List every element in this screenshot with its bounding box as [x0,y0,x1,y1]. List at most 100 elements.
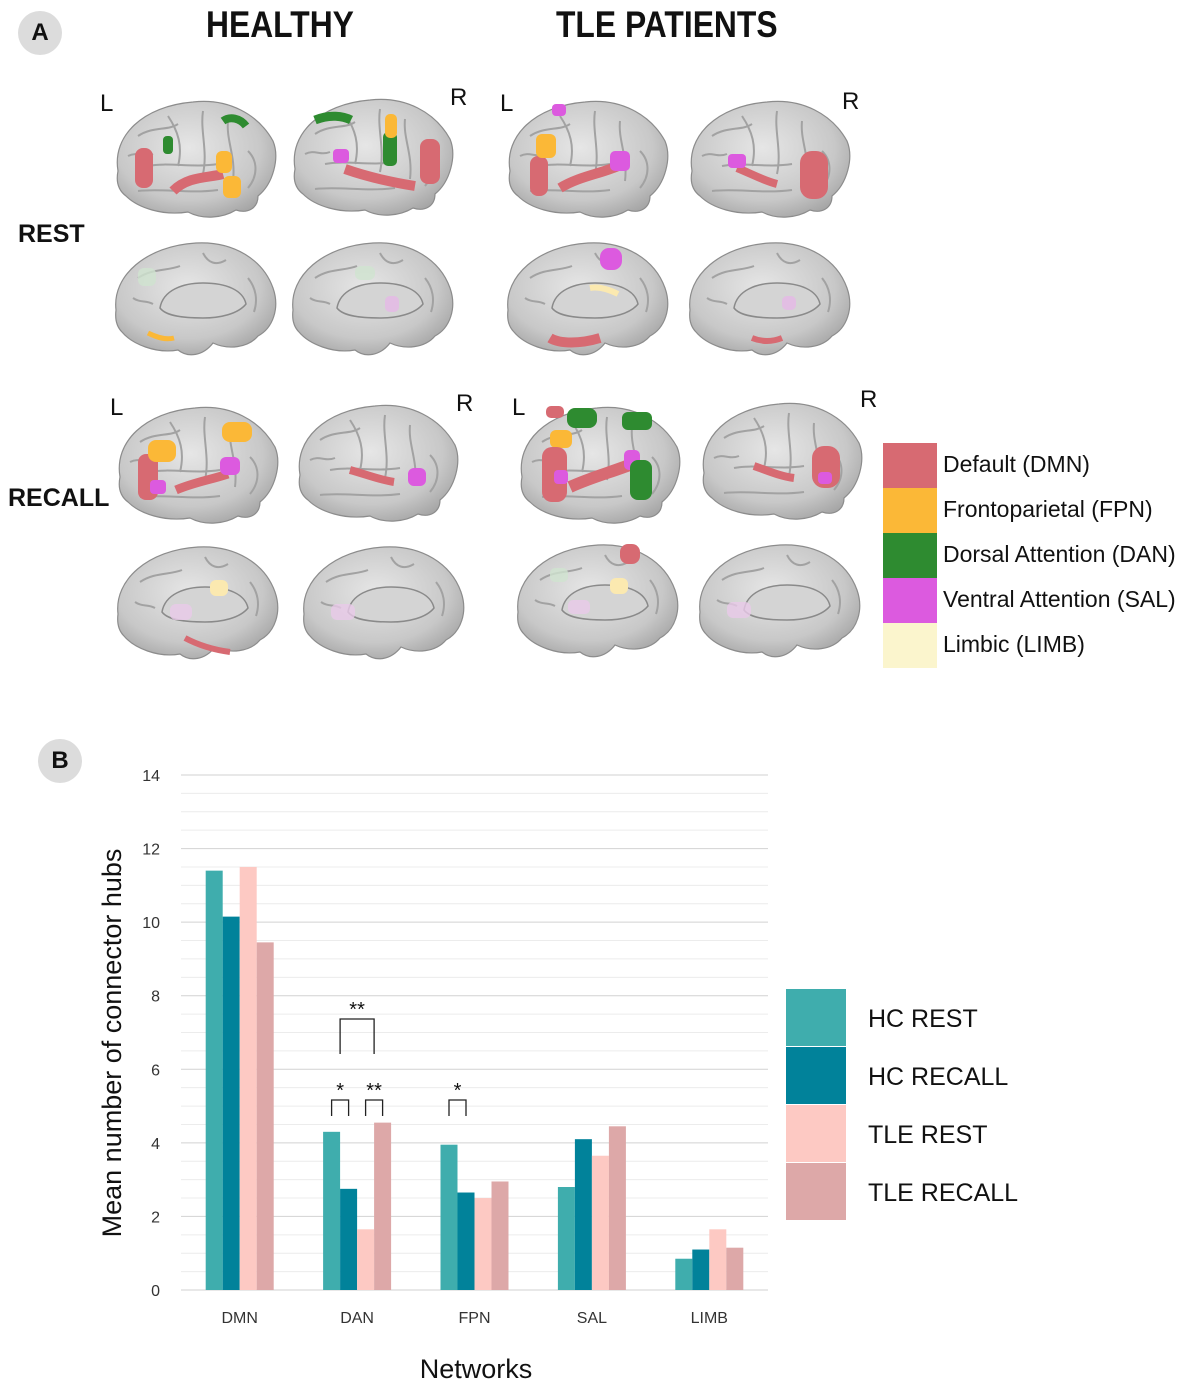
y-tick-label: 0 [151,1283,160,1300]
brain-tle-rest-left-medial [506,241,669,356]
legend-b-label: HC REST [868,1005,978,1033]
legend-a-swatch [883,488,937,533]
brain-tle-recall-left-lateral [520,406,681,525]
y-tick-label: 14 [142,768,160,785]
legend-a-swatch [883,623,937,668]
brain-healthy-recall-left-lateral [118,406,279,525]
legend-a-dan: Dorsal Attention (DAN) [883,533,1183,578]
x-tick-label: FPN [459,1310,491,1327]
hemisphere-label-left: L [100,90,114,117]
x-tick-label: LIMB [691,1310,728,1327]
significance-bracket [330,1099,350,1116]
y-tick-label: 6 [151,1062,160,1079]
legend-b-swatch [786,1047,846,1104]
y-tick-label: 12 [142,842,160,859]
significance-marker: * [336,1080,344,1102]
legend-b-hc-rest: HC REST [786,989,1086,1046]
panel-b-badge-label: B [51,747,69,774]
legend-a-label: Limbic (LIMB) [943,631,1085,657]
legend-a-label: Default (DMN) [943,451,1090,477]
panel-a-badge: A [18,11,62,55]
brain-renderings [114,98,863,660]
brain-tle-rest-right-lateral [690,100,851,219]
legend-b-swatch [786,1163,846,1220]
brain-tle-recall-right-lateral [702,402,863,521]
bar [222,916,240,1290]
hemisphere-label-left: L [110,394,124,421]
hemisphere-label-left: L [500,90,514,117]
group-title-tle: TLE PATIENTS [556,4,778,45]
bar [726,1247,744,1290]
legend-a-swatch [883,578,937,623]
bar [474,1198,492,1290]
row-label-rest: REST [18,220,85,248]
bar [239,866,257,1290]
significance-bracket [339,1018,375,1054]
bar [557,1187,575,1290]
bar [709,1229,727,1290]
legend-a-label: Frontoparietal (FPN) [943,496,1153,522]
brain-healthy-rest-left-lateral [116,100,277,219]
significance-marker: ** [366,1080,382,1102]
brain-healthy-recall-right-lateral [298,404,459,523]
legend-a-sal: Ventral Attention (SAL) [883,578,1183,623]
legend-b-hc-recall: HC RECALL [786,1047,1086,1104]
brain-healthy-rest-left-medial [114,241,277,356]
legend-b-label: TLE RECALL [868,1179,1019,1207]
bar [591,1155,609,1290]
brain-tle-recall-right-medial [698,543,861,658]
significance-bracket [448,1099,467,1116]
y-tick-labels: 0 2 4 6 8 10 12 14 [142,768,160,1300]
bar [323,1131,341,1290]
legend-a-swatch [883,443,937,488]
x-tick-label: DAN [340,1310,374,1327]
brain-tle-recall-left-medial [516,543,679,658]
panel-a-badge-label: A [31,19,49,46]
legend-a-dmn: Default (DMN) [883,443,1183,488]
legend-a-label: Ventral Attention (SAL) [943,586,1176,612]
hemisphere-label-right: R [456,390,474,417]
bar [491,1181,509,1290]
gridlines [181,774,768,1291]
y-axis-title: Mean number of connector hubs [97,849,127,1238]
group-title-healthy: HEALTHY [206,4,354,45]
legend-a-swatch [883,533,937,578]
brain-tle-rest-right-medial [688,241,851,356]
bar [608,1126,626,1290]
x-axis-title: Networks [420,1354,533,1384]
y-tick-label: 8 [151,989,160,1006]
row-label-recall: RECALL [8,484,110,512]
bar [457,1192,475,1290]
bar [440,1144,458,1290]
brain-tle-rest-left-lateral [508,100,669,219]
significance-brackets: * ***** [330,999,467,1116]
legend-b-tle-rest: TLE REST [786,1105,1086,1162]
legend-a-label: Dorsal Attention (DAN) [943,541,1176,567]
hemisphere-label-right: R [842,88,860,115]
bar [374,1122,392,1290]
x-tick-label: DMN [221,1310,257,1327]
panel-b-badge: B [38,739,82,783]
brain-healthy-rest-right-lateral [293,98,454,217]
hemisphere-label-right: R [860,386,878,413]
y-tick-label: 10 [142,915,160,932]
bar [205,870,223,1290]
legend-b-label: TLE REST [868,1121,988,1149]
bar [340,1188,358,1290]
legend-a-limb: Limbic (LIMB) [883,623,1183,668]
significance-marker: * [454,1080,462,1102]
y-tick-label: 2 [151,1209,160,1226]
bar [256,942,274,1290]
significance-marker: ** [349,999,365,1021]
y-tick-label: 4 [151,1136,160,1153]
bar [692,1249,710,1290]
bar [357,1229,375,1290]
bar [675,1258,693,1290]
legend-b-swatch [786,1105,846,1162]
brain-healthy-recall-right-medial [302,545,465,660]
x-tick-label: SAL [577,1310,607,1327]
legend-b-tle-recall: TLE RECALL [786,1163,1086,1220]
bar [574,1139,592,1290]
bars [205,866,744,1290]
